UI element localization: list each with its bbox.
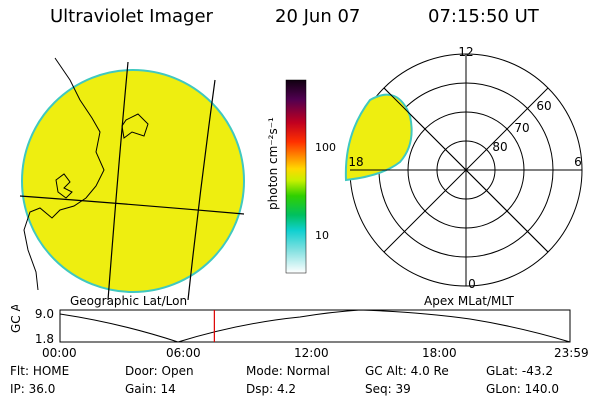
mlt-label-6: 6 (574, 155, 582, 169)
timeline-frame (59, 309, 571, 343)
status-seq: Seq: 39 (365, 382, 411, 396)
colorbar-gradient (285, 79, 307, 274)
x-tick-0600: 06:00 (166, 346, 201, 360)
status-mode: Mode: Normal (246, 364, 330, 378)
geo-disc (21, 69, 245, 293)
app-title: Ultraviolet Imager (50, 6, 213, 27)
geo-parallel (19, 195, 245, 215)
lat-label-80: 80 (492, 140, 507, 154)
colorbar-unit-label: photon cm⁻²s⁻¹ (266, 117, 280, 210)
geo-panel-label: Geographic Lat/Lon (70, 294, 188, 308)
mlt-label-0: 0 (468, 277, 476, 291)
status-gc-alt: GC Alt: 4.0 Re (365, 364, 449, 378)
time-label: 07:15:50 UT (428, 6, 539, 27)
colorbar-tick-100: 100 (315, 141, 336, 154)
lat-label-60: 60 (536, 99, 551, 113)
mlt-label-12: 12 (458, 45, 473, 59)
y-tick-9: 9.0 (35, 307, 54, 321)
y-tick-1-8: 1.8 (35, 332, 54, 346)
altitude-curve (59, 309, 571, 343)
polar-plot: 12 6 0 18 60 70 80 (344, 45, 583, 291)
coastline-island (55, 173, 73, 199)
status-ip: IP: 36.0 (10, 382, 56, 396)
x-tick-2359: 23:59 (554, 346, 589, 360)
status-glat: GLat: -43.2 (486, 364, 553, 378)
status-glon: GLon: 140.0 (486, 382, 559, 396)
lat-label-70: 70 (514, 121, 529, 135)
x-tick-1200: 12:00 (294, 346, 329, 360)
status-dsp: Dsp: 4.2 (246, 382, 297, 396)
x-tick-0000: 00:00 (42, 346, 77, 360)
mlt-label-18: 18 (348, 155, 363, 169)
x-tick-1800: 18:00 (422, 346, 457, 360)
timeline-plot: GC Alt 9.0 1.8 (9, 305, 571, 346)
geo-meridian-east (187, 79, 216, 300)
coastline (23, 57, 105, 291)
date-label: 20 Jun 07 (275, 6, 361, 27)
geo-meridian-west (107, 61, 129, 300)
colorbar: photon cm⁻²s⁻¹ (266, 79, 307, 274)
coverage-region (344, 93, 413, 182)
status-gain: Gain: 14 (125, 382, 176, 396)
colorbar-tick-10: 10 (315, 229, 329, 242)
polar-panel-label: Apex MLat/MLT (424, 294, 514, 308)
timeline-axis-label: GC Alt (9, 305, 23, 333)
status-door: Door: Open (125, 364, 194, 378)
geographic-image (19, 57, 245, 300)
polar-spokes-overlay (350, 54, 582, 286)
status-flt: Flt: HOME (10, 364, 70, 378)
coastline-lake (121, 113, 149, 139)
